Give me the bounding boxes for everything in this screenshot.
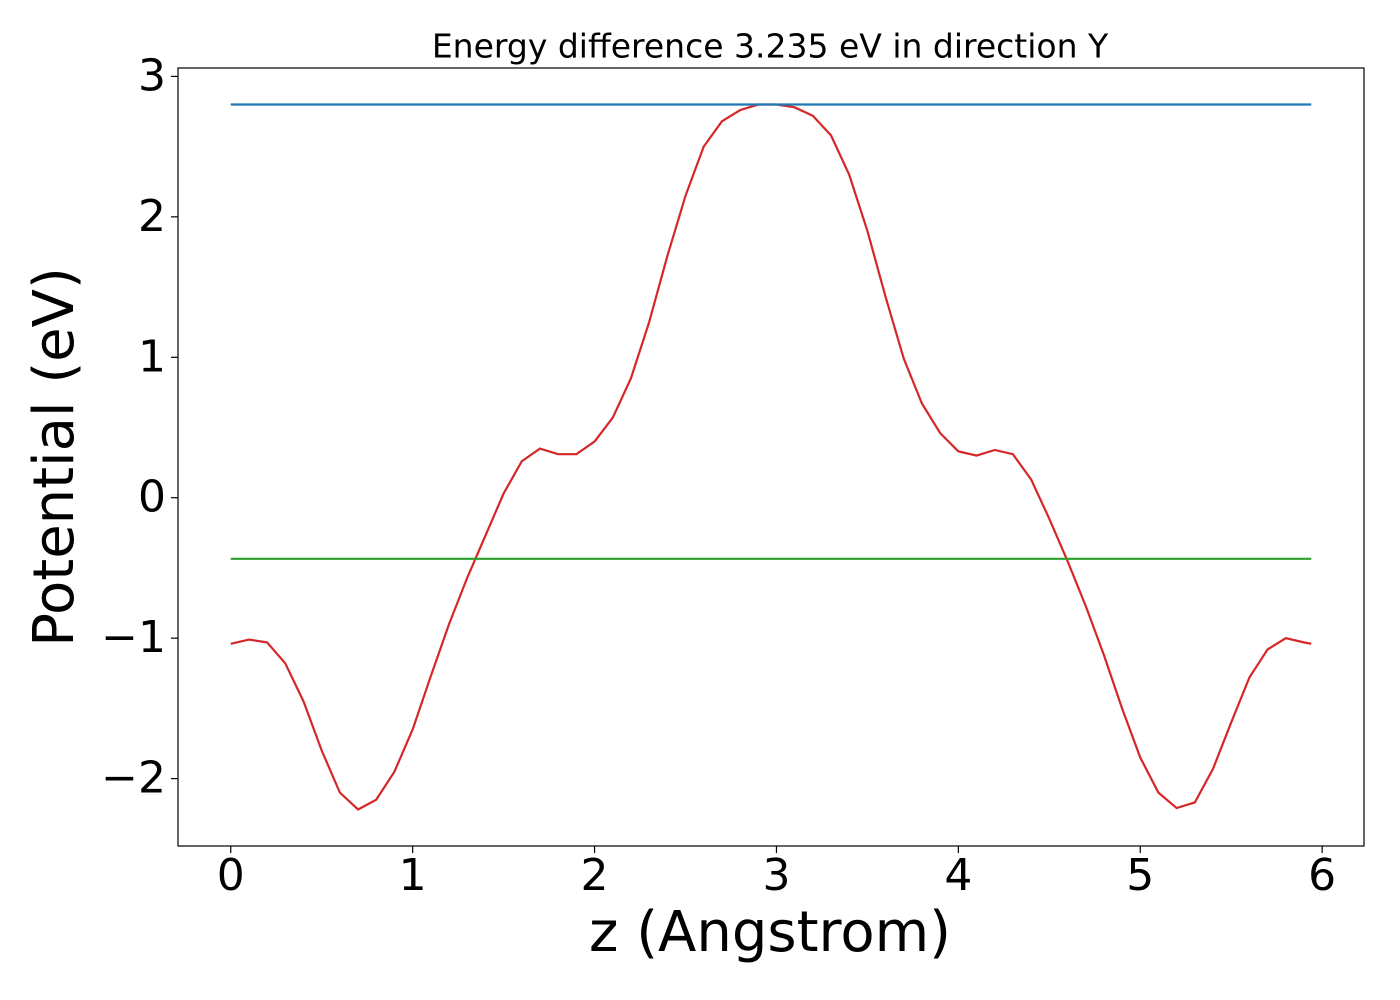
plot-frame [177, 67, 1365, 847]
chart-title: Energy difference 3.235 eV in direction … [432, 27, 1109, 66]
x-tick-label: 0 [217, 850, 245, 901]
x-tick-label: 6 [1308, 850, 1336, 901]
y-axis-label: Potential (eV) [22, 267, 87, 647]
y-tick-label: 1 [138, 331, 166, 382]
x-tick-label: 1 [399, 850, 427, 901]
y-tick-label: 0 [138, 472, 166, 523]
x-axis-label: z (Angstrom) [589, 900, 951, 965]
x-tick-label: 3 [762, 850, 790, 901]
y-tick-label: −2 [101, 753, 166, 804]
x-tick-label: 2 [581, 850, 609, 901]
line [230, 103, 1312, 811]
y-tick-label: −1 [101, 612, 166, 663]
y-tick-label: 2 [138, 191, 166, 242]
x-tick-label: 5 [1126, 850, 1154, 901]
y-tick-label: 3 [138, 50, 166, 101]
x-tick-label: 4 [944, 850, 972, 901]
